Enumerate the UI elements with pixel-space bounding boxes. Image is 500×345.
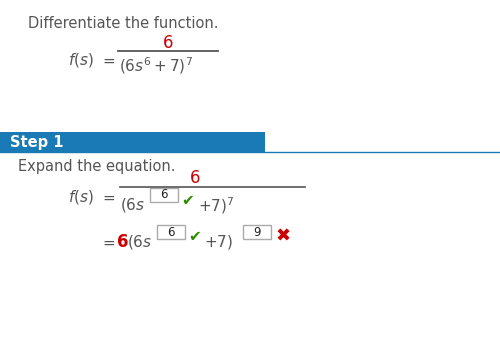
Text: $=$: $=$: [100, 52, 116, 68]
Text: $+ 7)^7$: $+ 7)^7$: [198, 196, 234, 216]
Text: Differentiate the function.: Differentiate the function.: [28, 16, 218, 30]
Text: ✖: ✖: [275, 228, 290, 246]
Text: $\mathit{f}(s)$: $\mathit{f}(s)$: [68, 188, 94, 206]
FancyBboxPatch shape: [150, 188, 178, 202]
Text: Step 1: Step 1: [10, 135, 64, 149]
Text: 6: 6: [163, 34, 173, 52]
Text: ✔: ✔: [188, 229, 201, 245]
Text: $=$: $=$: [100, 235, 116, 249]
Text: 6: 6: [160, 188, 168, 201]
Text: 9: 9: [254, 226, 261, 238]
Text: Expand the equation.: Expand the equation.: [18, 159, 176, 175]
FancyBboxPatch shape: [157, 225, 185, 239]
Text: $\mathbf{6}$: $\mathbf{6}$: [116, 233, 128, 251]
Text: ✔: ✔: [181, 193, 194, 207]
Text: $(6s$: $(6s$: [120, 196, 146, 214]
Text: $+ 7)$: $+ 7)$: [204, 233, 233, 251]
Text: 6: 6: [190, 169, 200, 187]
Text: $=$: $=$: [100, 189, 116, 205]
FancyBboxPatch shape: [0, 132, 265, 152]
Text: $(6s^6 + 7)^7$: $(6s^6 + 7)^7$: [119, 56, 193, 76]
FancyBboxPatch shape: [243, 225, 271, 239]
Text: $\mathit{f}(s)$: $\mathit{f}(s)$: [68, 51, 94, 69]
Text: $(6s$: $(6s$: [127, 233, 152, 251]
Text: 6: 6: [167, 226, 175, 238]
